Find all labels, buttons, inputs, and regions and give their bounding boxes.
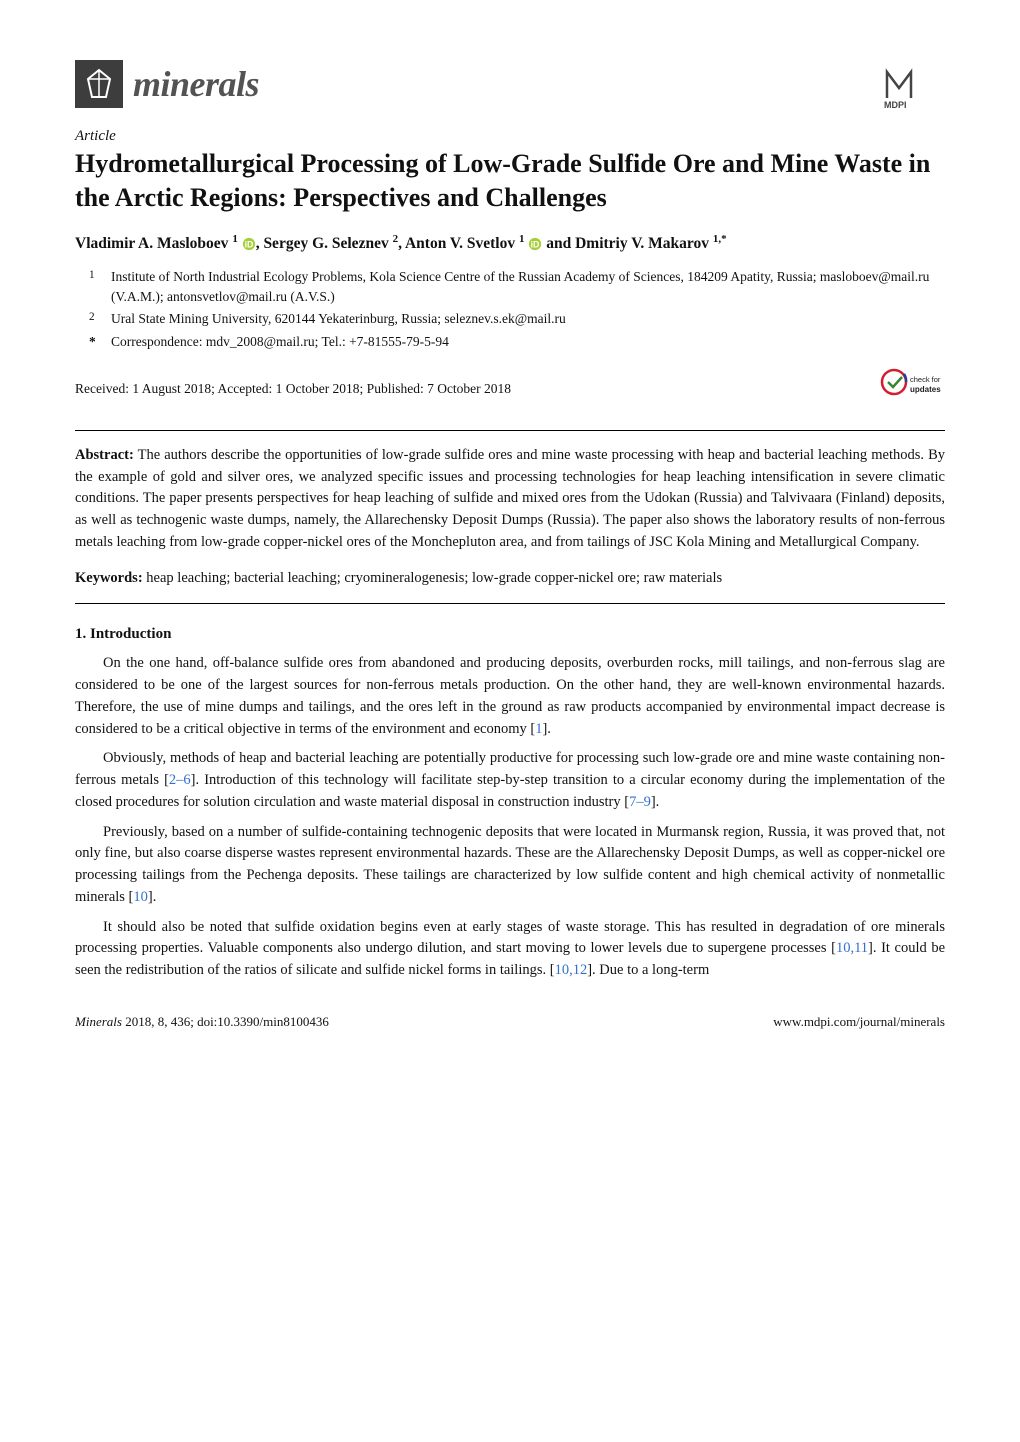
affiliation-row: 2 Ural State Mining University, 620144 Y… [89, 309, 945, 329]
svg-text:check for: check for [910, 375, 941, 384]
keywords-label: Keywords: [75, 570, 143, 586]
journal-logo: minerals [75, 60, 259, 108]
minerals-crystal-icon [82, 67, 116, 101]
article-dates: Received: 1 August 2018; Accepted: 1 Oct… [75, 381, 511, 397]
para-text: Obviously, methods of heap and bacterial… [75, 750, 945, 810]
svg-text:iD: iD [244, 240, 253, 250]
affiliation-row: 1 Institute of North Industrial Ecology … [89, 267, 945, 308]
affiliation-num: 1 [89, 267, 99, 308]
author-sep: and [542, 235, 571, 252]
journal-icon [75, 60, 123, 108]
author-name: Dmitriy V. Makarov [575, 235, 709, 252]
keywords-text: heap leaching; bacterial leaching; cryom… [146, 570, 722, 586]
author-name: Vladimir A. Masloboev [75, 235, 228, 252]
footer-journal: Minerals [75, 1014, 122, 1029]
footer-left: Minerals 2018, 8, 436; doi:10.3390/min81… [75, 1014, 329, 1030]
author-sep: , [398, 235, 405, 252]
journal-name: minerals [133, 63, 259, 105]
svg-text:iD: iD [531, 240, 540, 250]
abstract-label: Abstract: [75, 447, 134, 463]
footer-citation: 2018, 8, 436; doi:10.3390/min8100436 [122, 1014, 329, 1029]
authors-line: Vladimir A. Masloboev 1 iD, Sergey G. Se… [75, 233, 945, 253]
affiliations: 1 Institute of North Industrial Ecology … [75, 267, 945, 352]
citation-link[interactable]: 2–6 [169, 772, 191, 788]
orcid-icon: iD [242, 237, 256, 251]
author-sup: 1 [232, 233, 238, 245]
page-header: minerals MDPI [75, 60, 945, 110]
author-sup: 1,* [713, 233, 727, 245]
affiliation-num: 2 [89, 309, 99, 329]
para-text: It should also be noted that sulfide oxi… [75, 919, 945, 979]
author-name: Anton V. Svetlov [405, 235, 515, 252]
check-for-updates-icon[interactable]: check for updates [880, 368, 945, 410]
orcid-icon: iD [528, 237, 542, 251]
citation-link[interactable]: 7–9 [629, 794, 651, 810]
para-text: Previously, based on a number of sulfide… [75, 824, 945, 905]
article-type: Article [75, 128, 945, 145]
affiliation-text: Institute of North Industrial Ecology Pr… [111, 267, 945, 308]
abstract-text: The authors describe the opportunities o… [75, 447, 945, 550]
citation-link[interactable]: 10,12 [555, 962, 588, 978]
dates-row: Received: 1 August 2018; Accepted: 1 Oct… [75, 368, 945, 410]
affiliation-text: Correspondence: mdv_2008@mail.ru; Tel.: … [111, 332, 449, 352]
author-sup: 1 [519, 233, 525, 245]
article-title: Hydrometallurgical Processing of Low-Gra… [75, 147, 945, 215]
abstract-paragraph: Abstract: The authors describe the oppor… [75, 445, 945, 554]
publisher-name: MDPI [884, 100, 907, 110]
abstract-box: Abstract: The authors describe the oppor… [75, 430, 945, 605]
citation-link[interactable]: 10 [133, 889, 148, 905]
body-paragraph: Previously, based on a number of sulfide… [75, 822, 945, 909]
author-name: Sergey G. Seleznev [263, 235, 388, 252]
citation-link[interactable]: 10,11 [836, 940, 868, 956]
para-text: On the one hand, off-balance sulfide ore… [75, 655, 945, 736]
affiliation-text: Ural State Mining University, 620144 Yek… [111, 309, 566, 329]
svg-text:updates: updates [910, 385, 941, 394]
body-paragraph: It should also be noted that sulfide oxi… [75, 917, 945, 982]
affiliation-num: * [89, 332, 99, 352]
page-footer: Minerals 2018, 8, 436; doi:10.3390/min81… [75, 1014, 945, 1030]
keywords-paragraph: Keywords: heap leaching; bacterial leach… [75, 568, 945, 590]
body-paragraph: On the one hand, off-balance sulfide ore… [75, 653, 945, 740]
affiliation-row: * Correspondence: mdv_2008@mail.ru; Tel.… [89, 332, 945, 352]
body-paragraph: Obviously, methods of heap and bacterial… [75, 748, 945, 813]
citation-link[interactable]: 1 [535, 721, 542, 737]
mdpi-logo: MDPI [879, 60, 945, 110]
footer-right[interactable]: www.mdpi.com/journal/minerals [773, 1014, 945, 1030]
section-heading-introduction: 1. Introduction [75, 626, 945, 643]
